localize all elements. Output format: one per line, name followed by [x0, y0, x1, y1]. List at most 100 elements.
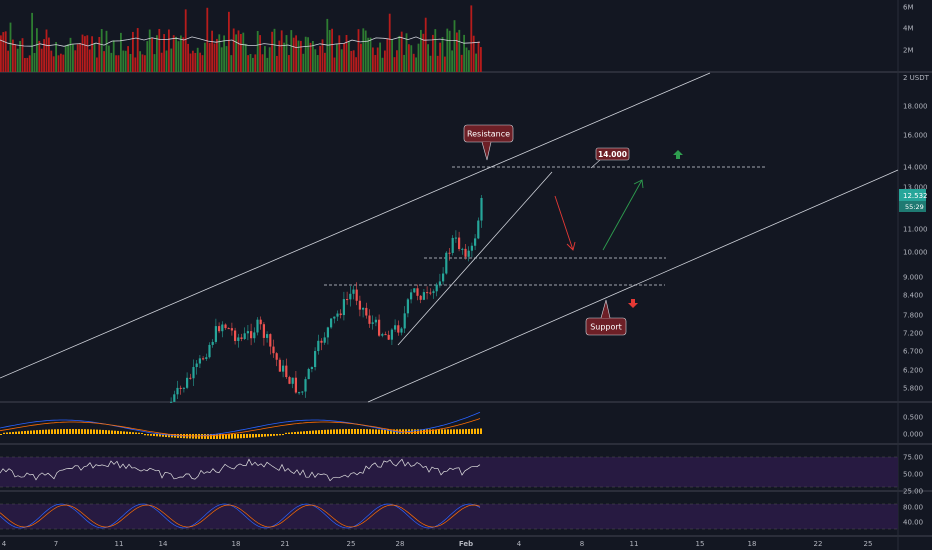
macd-hist-bar — [153, 434, 155, 437]
volume-bar — [465, 47, 468, 72]
volume-bar — [31, 12, 33, 72]
rsi-band — [0, 457, 898, 487]
macd-hist-bar — [444, 429, 446, 434]
candle-body — [294, 377, 297, 393]
volume-bar — [312, 41, 314, 72]
volume-bar — [345, 34, 348, 72]
volume-bar — [268, 47, 271, 72]
macd-hist-bar — [288, 432, 290, 434]
bullish-projection-arrow[interactable] — [602, 179, 644, 251]
volume-bar — [304, 36, 307, 72]
volume-bar — [48, 37, 50, 72]
price-axis-ticks[interactable]: 18.000 16.000 14.000 13.000 11.000 10.000 9.00… — [903, 103, 928, 393]
macd-hist-bar — [60, 429, 62, 434]
support-label: Support — [590, 323, 622, 332]
volume-bar — [400, 31, 403, 72]
candle-body — [317, 340, 320, 352]
volume-bar — [458, 29, 461, 72]
trendline-rising[interactable] — [397, 171, 553, 346]
volume-bar — [348, 41, 350, 72]
volume-bar — [276, 55, 278, 72]
time-axis[interactable]: 4 7 11 14 18 21 25 28 Feb 4 8 11 15 18 22 25 — [2, 540, 873, 548]
candle-body — [269, 334, 272, 347]
macd-hist-bar — [135, 432, 137, 434]
volume-bar — [240, 34, 242, 72]
macd-hist-bar — [84, 429, 86, 434]
up-arrow-icon — [673, 150, 683, 159]
price-tick-label: 7.800 — [903, 312, 923, 320]
macd-hist-bar — [306, 431, 308, 434]
volume-bar — [436, 55, 439, 72]
candle-body — [426, 292, 429, 294]
volume-bar — [93, 43, 96, 72]
volume-bar — [100, 29, 103, 72]
macd-hist-bar — [459, 429, 461, 434]
volume-bar — [333, 57, 336, 72]
volume-bar — [412, 53, 415, 72]
macd-hist-bar — [150, 434, 152, 436]
channel-upper-line[interactable] — [0, 72, 711, 379]
stoch-tick-label: 80.00 — [903, 504, 923, 512]
macd-hist-bar — [462, 429, 464, 434]
candle-body — [387, 334, 390, 340]
macd-hist-bar — [102, 429, 104, 434]
macd-hist-bar — [93, 429, 95, 434]
time-tick-label: 4 — [517, 540, 522, 548]
support-callout[interactable]: Support — [585, 299, 627, 336]
macd-hist-bar — [21, 431, 23, 434]
time-tick-label: 18 — [748, 540, 757, 548]
volume-bar — [98, 36, 101, 72]
macd-hist-bar — [447, 429, 449, 434]
candle-body — [470, 245, 473, 251]
candle-body — [179, 387, 182, 389]
volume-bars — [0, 5, 482, 73]
bearish-projection-arrow[interactable] — [554, 195, 576, 251]
macd-hist-bar — [294, 432, 296, 434]
macd-hist-bar — [279, 434, 281, 436]
macd-axis-ticks: 0.500 0.000 — [903, 414, 923, 439]
target-price-label[interactable]: 14.000 — [590, 147, 630, 169]
volume-bar — [19, 40, 21, 72]
macd-hist-bar — [144, 434, 146, 436]
candle-body — [422, 292, 425, 300]
volume-bar — [79, 43, 81, 72]
candle-body — [461, 248, 464, 250]
volume-bar — [146, 41, 149, 72]
macd-hist-bar — [342, 429, 344, 434]
macd-hist-bar — [63, 429, 65, 434]
price-candles — [170, 194, 483, 403]
volume-bar — [328, 30, 331, 72]
price-tick-label: 16.000 — [903, 132, 928, 140]
candle-body — [310, 367, 313, 370]
macd-hist-bar — [360, 429, 362, 434]
volume-bar — [463, 34, 465, 72]
volume-bar — [153, 54, 156, 72]
candle-body — [272, 346, 275, 354]
volume-bar — [36, 28, 38, 73]
price-tick-label: 6.700 — [903, 348, 923, 356]
volume-bar — [163, 34, 165, 72]
volume-bar — [124, 50, 127, 72]
volume-bar — [45, 29, 48, 72]
macd-hist-bar — [105, 430, 107, 434]
volume-bar — [374, 54, 377, 72]
candle-body — [246, 331, 249, 334]
time-tick-label: 8 — [580, 540, 584, 548]
channel-lower-line[interactable] — [367, 169, 899, 403]
candle-body — [355, 289, 358, 301]
volume-bar — [67, 44, 69, 72]
resistance-callout[interactable]: Resistance — [463, 124, 514, 161]
time-tick-label: 11 — [115, 540, 124, 548]
macd-hist-bar — [213, 434, 215, 439]
volume-bar — [396, 50, 398, 72]
candle-body — [365, 307, 368, 316]
candle-body — [458, 237, 461, 250]
volume-bar — [60, 53, 62, 72]
macd-hist-bar — [252, 434, 254, 438]
macd-hist-bar — [282, 434, 284, 436]
macd-hist-bar — [129, 431, 131, 434]
volume-bar — [242, 32, 245, 72]
volume-bar — [355, 57, 357, 72]
volume-bar — [134, 57, 137, 72]
